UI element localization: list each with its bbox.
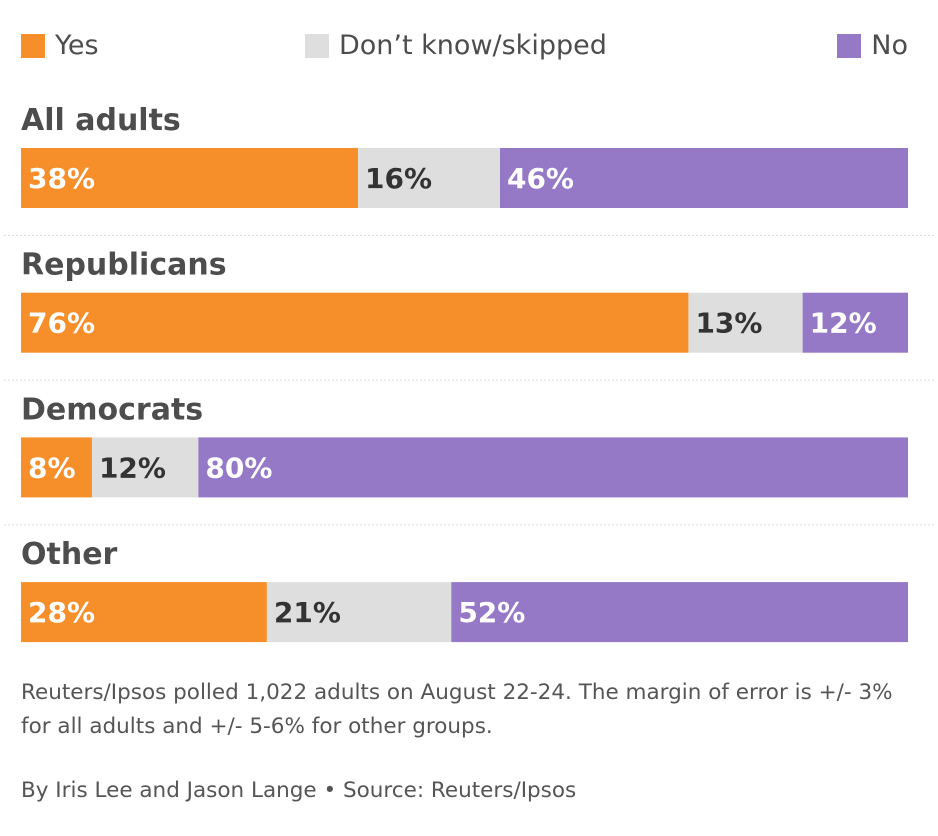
group-label-other: Other bbox=[21, 537, 118, 572]
bar-segment-all-adults-yes bbox=[21, 148, 359, 208]
bar-segment-other-no bbox=[451, 582, 908, 643]
stacked-bar-chart: All adults 38% 16% 46% Republicans 76% 13% 12% D… bbox=[4, 103, 934, 643]
bar-segment-other-dont-know bbox=[266, 582, 452, 643]
bar-segment-all-adults-dont-know bbox=[358, 148, 500, 208]
legend-swatch-dont-know bbox=[305, 33, 329, 58]
bar-segment-republicans-yes bbox=[21, 292, 689, 353]
data-label-republicans-no: 12% bbox=[810, 307, 877, 340]
data-label-all-adults-yes: 38% bbox=[28, 162, 95, 195]
data-label-democrats-no: 80% bbox=[205, 451, 272, 484]
data-label-other-yes: 28% bbox=[28, 596, 95, 629]
legend-swatch-yes bbox=[21, 33, 45, 58]
data-label-other-no: 52% bbox=[458, 596, 525, 629]
methodology-note: Reuters/Ipsos polled 1,022 adults on Aug… bbox=[21, 680, 893, 739]
legend-label-no: No bbox=[871, 30, 908, 61]
chart-legend: Yes Don’t know/skipped No bbox=[21, 30, 908, 70]
data-label-all-adults-dont-know: 16% bbox=[365, 162, 432, 195]
bar-segment-democrats-dont-know bbox=[91, 437, 199, 498]
data-label-all-adults-no: 46% bbox=[507, 162, 574, 195]
legend-item-no: No bbox=[837, 30, 908, 61]
legend-item-dont-know: Don’t know/skipped bbox=[305, 30, 607, 61]
group-label-all-adults: All adults bbox=[21, 103, 181, 138]
legend-swatch-no bbox=[837, 33, 862, 58]
bar-segment-all-adults-no bbox=[499, 148, 908, 208]
group-label-republicans: Republicans bbox=[21, 248, 227, 283]
bar-segment-democrats-no bbox=[198, 437, 908, 498]
data-label-republicans-dont-know: 13% bbox=[695, 307, 762, 340]
legend-label-yes: Yes bbox=[55, 30, 99, 61]
byline-source: By Iris Lee and Jason Lange • Source: Re… bbox=[21, 778, 577, 803]
data-label-other-dont-know: 21% bbox=[274, 596, 341, 629]
bar-segment-other-yes bbox=[21, 582, 267, 643]
legend-label-dont-know: Don’t know/skipped bbox=[339, 30, 607, 61]
data-label-democrats-dont-know: 12% bbox=[99, 451, 166, 484]
legend-item-yes: Yes bbox=[21, 30, 99, 61]
bar-segment-democrats-yes bbox=[21, 437, 92, 498]
bar-segment-republicans-dont-know bbox=[688, 292, 803, 353]
data-label-republicans-yes: 76% bbox=[28, 307, 95, 340]
bar-segment-republicans-no bbox=[802, 292, 908, 353]
group-label-democrats: Democrats bbox=[21, 392, 203, 427]
data-label-democrats-yes: 8% bbox=[28, 451, 76, 484]
